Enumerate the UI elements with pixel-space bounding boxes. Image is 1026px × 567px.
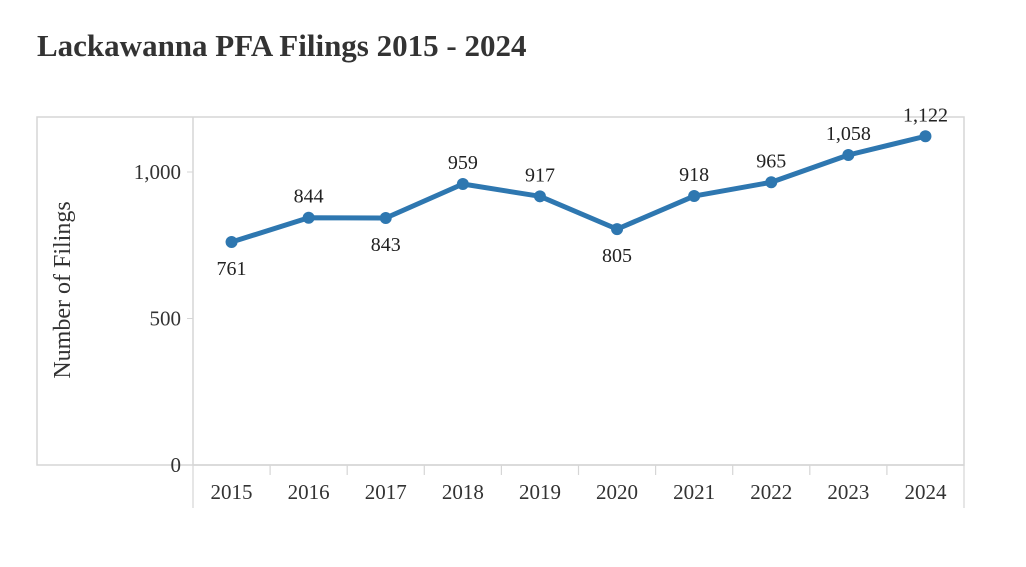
data-point-2022[interactable]	[765, 176, 778, 189]
y-tick-label: 0	[171, 453, 182, 477]
x-tick-label: 2022	[750, 480, 792, 504]
data-label-2020: 805	[602, 245, 632, 267]
data-point-2023[interactable]	[842, 149, 855, 162]
series-line	[229, 133, 928, 245]
data-label-2017: 843	[371, 234, 401, 256]
data-point-2015[interactable]	[225, 236, 238, 249]
data-point-2017[interactable]	[379, 212, 392, 225]
data-label-2019: 917	[525, 164, 555, 186]
x-tick-label: 2023	[827, 480, 869, 504]
data-label-2023: 1,058	[826, 123, 871, 145]
x-tick-label: 2015	[211, 480, 253, 504]
data-label-2015: 761	[217, 258, 247, 280]
axes: Number of Filings 0 500 1,000 2015 2016 2017 20…	[50, 160, 965, 508]
x-tick-label: 2019	[519, 480, 561, 504]
chart-title: Lackawanna PFA Filings 2015 - 2024	[37, 28, 527, 63]
data-point-2020[interactable]	[611, 223, 624, 236]
data-labels: 761 844 843 959 917 805 918 965 1,058 1,122	[217, 104, 948, 280]
data-label-2018: 959	[448, 152, 478, 174]
x-tick-label: 2021	[673, 480, 715, 504]
data-point-2018[interactable]	[456, 178, 469, 191]
y-axis-title: Number of Filings	[50, 201, 76, 378]
data-label-2022: 965	[756, 150, 786, 172]
data-label-2016: 844	[294, 186, 324, 208]
y-tick-label: 500	[150, 307, 182, 331]
data-point-2024[interactable]	[919, 130, 932, 143]
y-tick-label: 1,000	[134, 160, 181, 184]
data-label-2024: 1,122	[903, 104, 948, 126]
data-point-2016[interactable]	[302, 211, 315, 224]
series-layer	[225, 130, 932, 249]
data-label-2021: 918	[679, 164, 709, 186]
x-tick-label: 2024	[904, 480, 947, 504]
x-tick-label: 2017	[365, 480, 407, 504]
x-tick-label: 2020	[596, 480, 638, 504]
data-point-2021[interactable]	[688, 190, 701, 203]
x-tick-label: 2016	[288, 480, 330, 504]
data-point-2019[interactable]	[533, 190, 546, 203]
x-tick-label: 2018	[442, 480, 484, 504]
